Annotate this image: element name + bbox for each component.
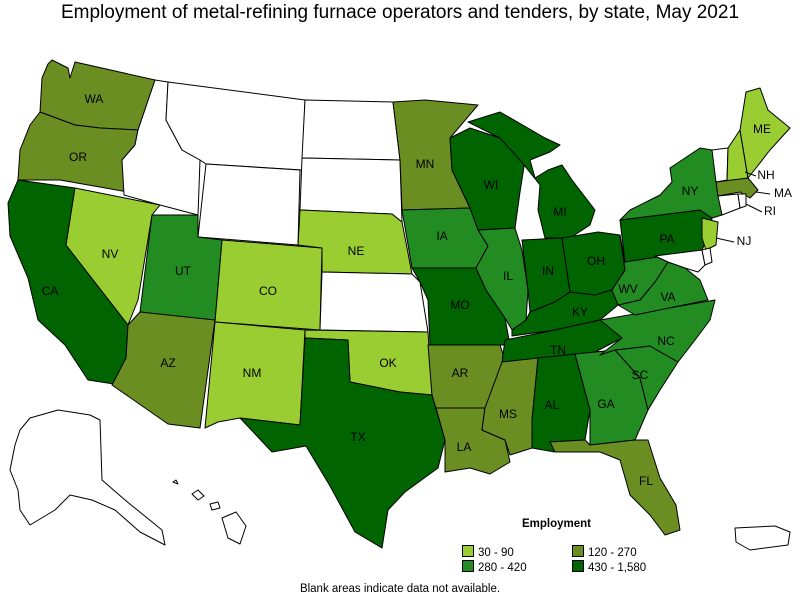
state-wi[interactable] <box>449 127 526 231</box>
legend-item-120-270: 120 - 270 <box>572 545 637 559</box>
state-label-wa: WA <box>85 92 104 106</box>
state-label-nm: NM <box>243 366 262 380</box>
callout-ma <box>755 191 771 195</box>
state-ak[interactable] <box>9 409 166 546</box>
state-label-ma: MA <box>774 186 792 200</box>
state-hi[interactable] <box>172 479 247 545</box>
callout-ri <box>745 203 763 213</box>
state-labels: WA OR CA NV UT AZ CO NM NE OK TX MN IA MO AR LA WI IL MI IN… <box>42 92 792 488</box>
state-label-ia: IA <box>436 229 447 243</box>
state-label-or: OR <box>69 150 87 164</box>
legend-swatch <box>462 560 474 572</box>
state-label-pa: PA <box>659 232 674 246</box>
state-label-ga: GA <box>597 397 614 411</box>
state-me[interactable] <box>739 87 791 179</box>
state-ny[interactable] <box>619 147 723 221</box>
state-label-mn: MN <box>416 157 435 171</box>
legend-label: 430 - 1,580 <box>588 562 647 574</box>
state-label-ok: OK <box>379 356 396 370</box>
state-label-az: AZ <box>160 356 175 370</box>
state-label-il: IL <box>503 269 513 283</box>
state-az[interactable] <box>111 311 216 429</box>
state-label-ky: KY <box>572 305 588 319</box>
state-ct[interactable] <box>717 193 741 216</box>
state-label-ny: NY <box>682 184 699 198</box>
legend-title: Employment <box>522 518 592 530</box>
state-ri[interactable] <box>737 193 747 209</box>
state-label-tn: TN <box>550 343 566 357</box>
state-label-ms: MS <box>499 407 517 421</box>
state-label-oh: OH <box>587 254 605 268</box>
state-label-co: CO <box>259 284 277 298</box>
legend-item-280-420: 280 - 420 <box>462 560 527 574</box>
state-label-ne: NE <box>348 244 365 258</box>
state-label-nj: NJ <box>737 234 752 248</box>
state-label-ut: UT <box>175 264 192 278</box>
state-label-ar: AR <box>452 366 469 380</box>
state-de[interactable] <box>701 247 713 266</box>
state-ks[interactable] <box>319 271 429 333</box>
state-pr[interactable] <box>734 525 791 551</box>
state-label-ri: RI <box>764 204 776 218</box>
state-label-la: LA <box>457 440 472 454</box>
state-tx[interactable] <box>239 337 446 549</box>
state-label-mi: MI <box>553 205 566 219</box>
legend-swatch <box>572 560 584 572</box>
legend-swatch <box>572 545 584 557</box>
map-title: Employment of metal-refining furnace ope… <box>60 2 740 23</box>
state-mi[interactable] <box>467 111 596 239</box>
state-label-wi: WI <box>484 178 499 192</box>
state-wy[interactable] <box>197 163 301 246</box>
state-label-nh: NH <box>757 168 774 182</box>
legend-label: 30 - 90 <box>478 547 514 559</box>
callout-nh <box>744 171 757 177</box>
state-nj[interactable] <box>701 217 719 251</box>
state-label-in: IN <box>542 264 554 278</box>
state-label-nc: NC <box>657 334 675 348</box>
state-label-al: AL <box>545 398 560 412</box>
state-label-nv: NV <box>102 247 119 261</box>
legend-item-430-1580: 430 - 1,580 <box>572 560 646 574</box>
legend-label: 280 - 420 <box>478 562 527 574</box>
state-label-me: ME <box>753 122 771 136</box>
state-nc[interactable] <box>599 299 716 363</box>
state-label-sc: SC <box>632 368 649 382</box>
state-id[interactable] <box>121 79 201 216</box>
state-fl[interactable] <box>549 439 681 536</box>
legend-item-30-90: 30 - 90 <box>462 545 514 559</box>
state-nd[interactable] <box>301 99 401 161</box>
state-label-va: VA <box>660 290 675 304</box>
footnote: Blank areas indicate data not available. <box>299 583 501 595</box>
legend-label: 120 - 270 <box>588 547 637 559</box>
state-label-tx: TX <box>350 430 365 444</box>
state-label-fl: FL <box>639 474 653 488</box>
state-label-ca: CA <box>42 284 59 298</box>
state-label-mo: MO <box>450 298 469 312</box>
callout-nj <box>715 237 735 243</box>
legend-swatch <box>462 545 474 557</box>
state-label-wv: WV <box>618 282 637 296</box>
